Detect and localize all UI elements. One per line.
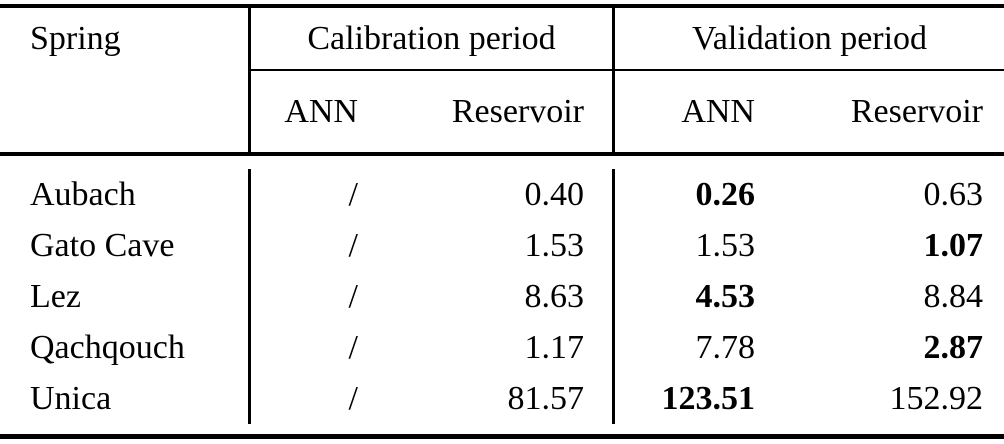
header-subrule (248, 69, 1004, 71)
column-header-spring: Spring (30, 19, 121, 57)
header-group-row: Spring Calibration period Validation per… (0, 8, 1004, 69)
column-group-calibration: Calibration period (248, 8, 612, 69)
calibration-reservoir-cell: 8.63 (524, 277, 585, 315)
bottom-rule (0, 434, 1004, 439)
spring-name-cell: Qachqouch (30, 328, 185, 366)
table-body: Aubach / 0.40 0.26 0.63 Gato Cave / 1.53… (0, 156, 1004, 434)
subheader-spring-empty (0, 71, 248, 152)
top-rule (0, 4, 1004, 8)
calibration-ann-cell: / (248, 271, 364, 322)
validation-reservoir-cell: 152.92 (889, 379, 984, 417)
spring-name-cell: Aubach (30, 175, 136, 213)
subheader-validation-ann: ANN (612, 71, 758, 152)
table-row: Qachqouch / 1.17 7.78 2.87 (0, 322, 1004, 373)
validation-reservoir-cell: 2.87 (923, 328, 984, 366)
subheader-calibration-ann: ANN (248, 71, 364, 152)
subheader-validation-reservoir: Reservoir (850, 92, 983, 130)
validation-ann-cell: 4.53 (612, 271, 758, 322)
calibration-ann-cell: / (248, 169, 364, 220)
spring-name-cell: Unica (30, 379, 112, 417)
calibration-reservoir-cell: 81.57 (507, 379, 585, 417)
calibration-reservoir-cell: 1.53 (524, 226, 585, 264)
calibration-ann-cell: / (248, 220, 364, 271)
validation-reservoir-cell: 1.07 (923, 226, 984, 264)
validation-reservoir-cell: 0.63 (923, 175, 984, 213)
header-subcolumn-row: ANN Reservoir ANN Reservoir (0, 71, 1004, 152)
table-row: Lez / 8.63 4.53 8.84 (0, 271, 1004, 322)
calibration-reservoir-cell: 1.17 (524, 328, 585, 366)
validation-reservoir-cell: 8.84 (923, 277, 984, 315)
validation-ann-cell: 7.78 (612, 322, 758, 373)
header-body-rule (0, 152, 1004, 156)
calibration-ann-cell: / (248, 373, 364, 424)
calibration-reservoir-cell: 0.40 (524, 175, 585, 213)
table-row: Unica / 81.57 123.51 152.92 (0, 373, 1004, 424)
subheader-calibration-reservoir: Reservoir (451, 92, 584, 130)
calibration-ann-cell: / (248, 322, 364, 373)
validation-ann-cell: 1.53 (612, 220, 758, 271)
table-row: Aubach / 0.40 0.26 0.63 (0, 169, 1004, 220)
column-group-validation: Validation period (612, 8, 1004, 69)
spring-name-cell: Gato Cave (30, 226, 175, 264)
validation-ann-cell: 123.51 (612, 373, 758, 424)
spring-name-cell: Lez (30, 277, 81, 315)
validation-ann-cell: 0.26 (612, 169, 758, 220)
table-row: Gato Cave / 1.53 1.53 1.07 (0, 220, 1004, 271)
